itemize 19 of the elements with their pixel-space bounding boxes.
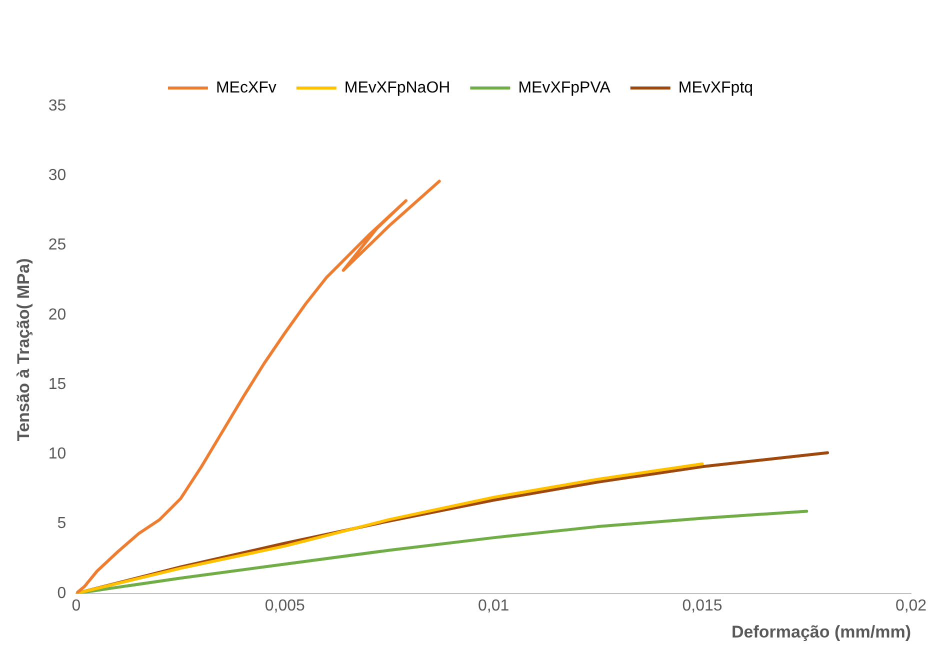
x-tick-label: 0,02 bbox=[895, 597, 927, 614]
y-tick-label: 20 bbox=[48, 306, 66, 324]
legend-label: MEcXFv bbox=[216, 79, 276, 96]
y-tick-label: 15 bbox=[48, 376, 66, 393]
x-tick-label: 0 bbox=[72, 597, 81, 614]
x-tick-label: 0,005 bbox=[264, 597, 306, 614]
y-tick-label: 5 bbox=[57, 515, 66, 532]
x-tick-label: 0,015 bbox=[682, 597, 722, 614]
y-tick-label: 30 bbox=[48, 167, 66, 184]
legend-label: MEvXFpPVA bbox=[518, 79, 611, 96]
y-tick-label: 10 bbox=[48, 446, 66, 463]
legend-label: MEvXFpNaOH bbox=[344, 79, 450, 96]
x-tick-label: 0,01 bbox=[478, 597, 510, 614]
y-tick-label: 0 bbox=[57, 584, 66, 602]
x-axis-title: Deformação (mm/mm) bbox=[732, 622, 911, 642]
y-tick-label: 25 bbox=[48, 236, 66, 254]
y-axis-title: Tensão à Tração( MPa) bbox=[14, 258, 33, 442]
y-tick-label: 35 bbox=[48, 97, 66, 114]
legend-label: MEvXFptq bbox=[678, 79, 754, 96]
